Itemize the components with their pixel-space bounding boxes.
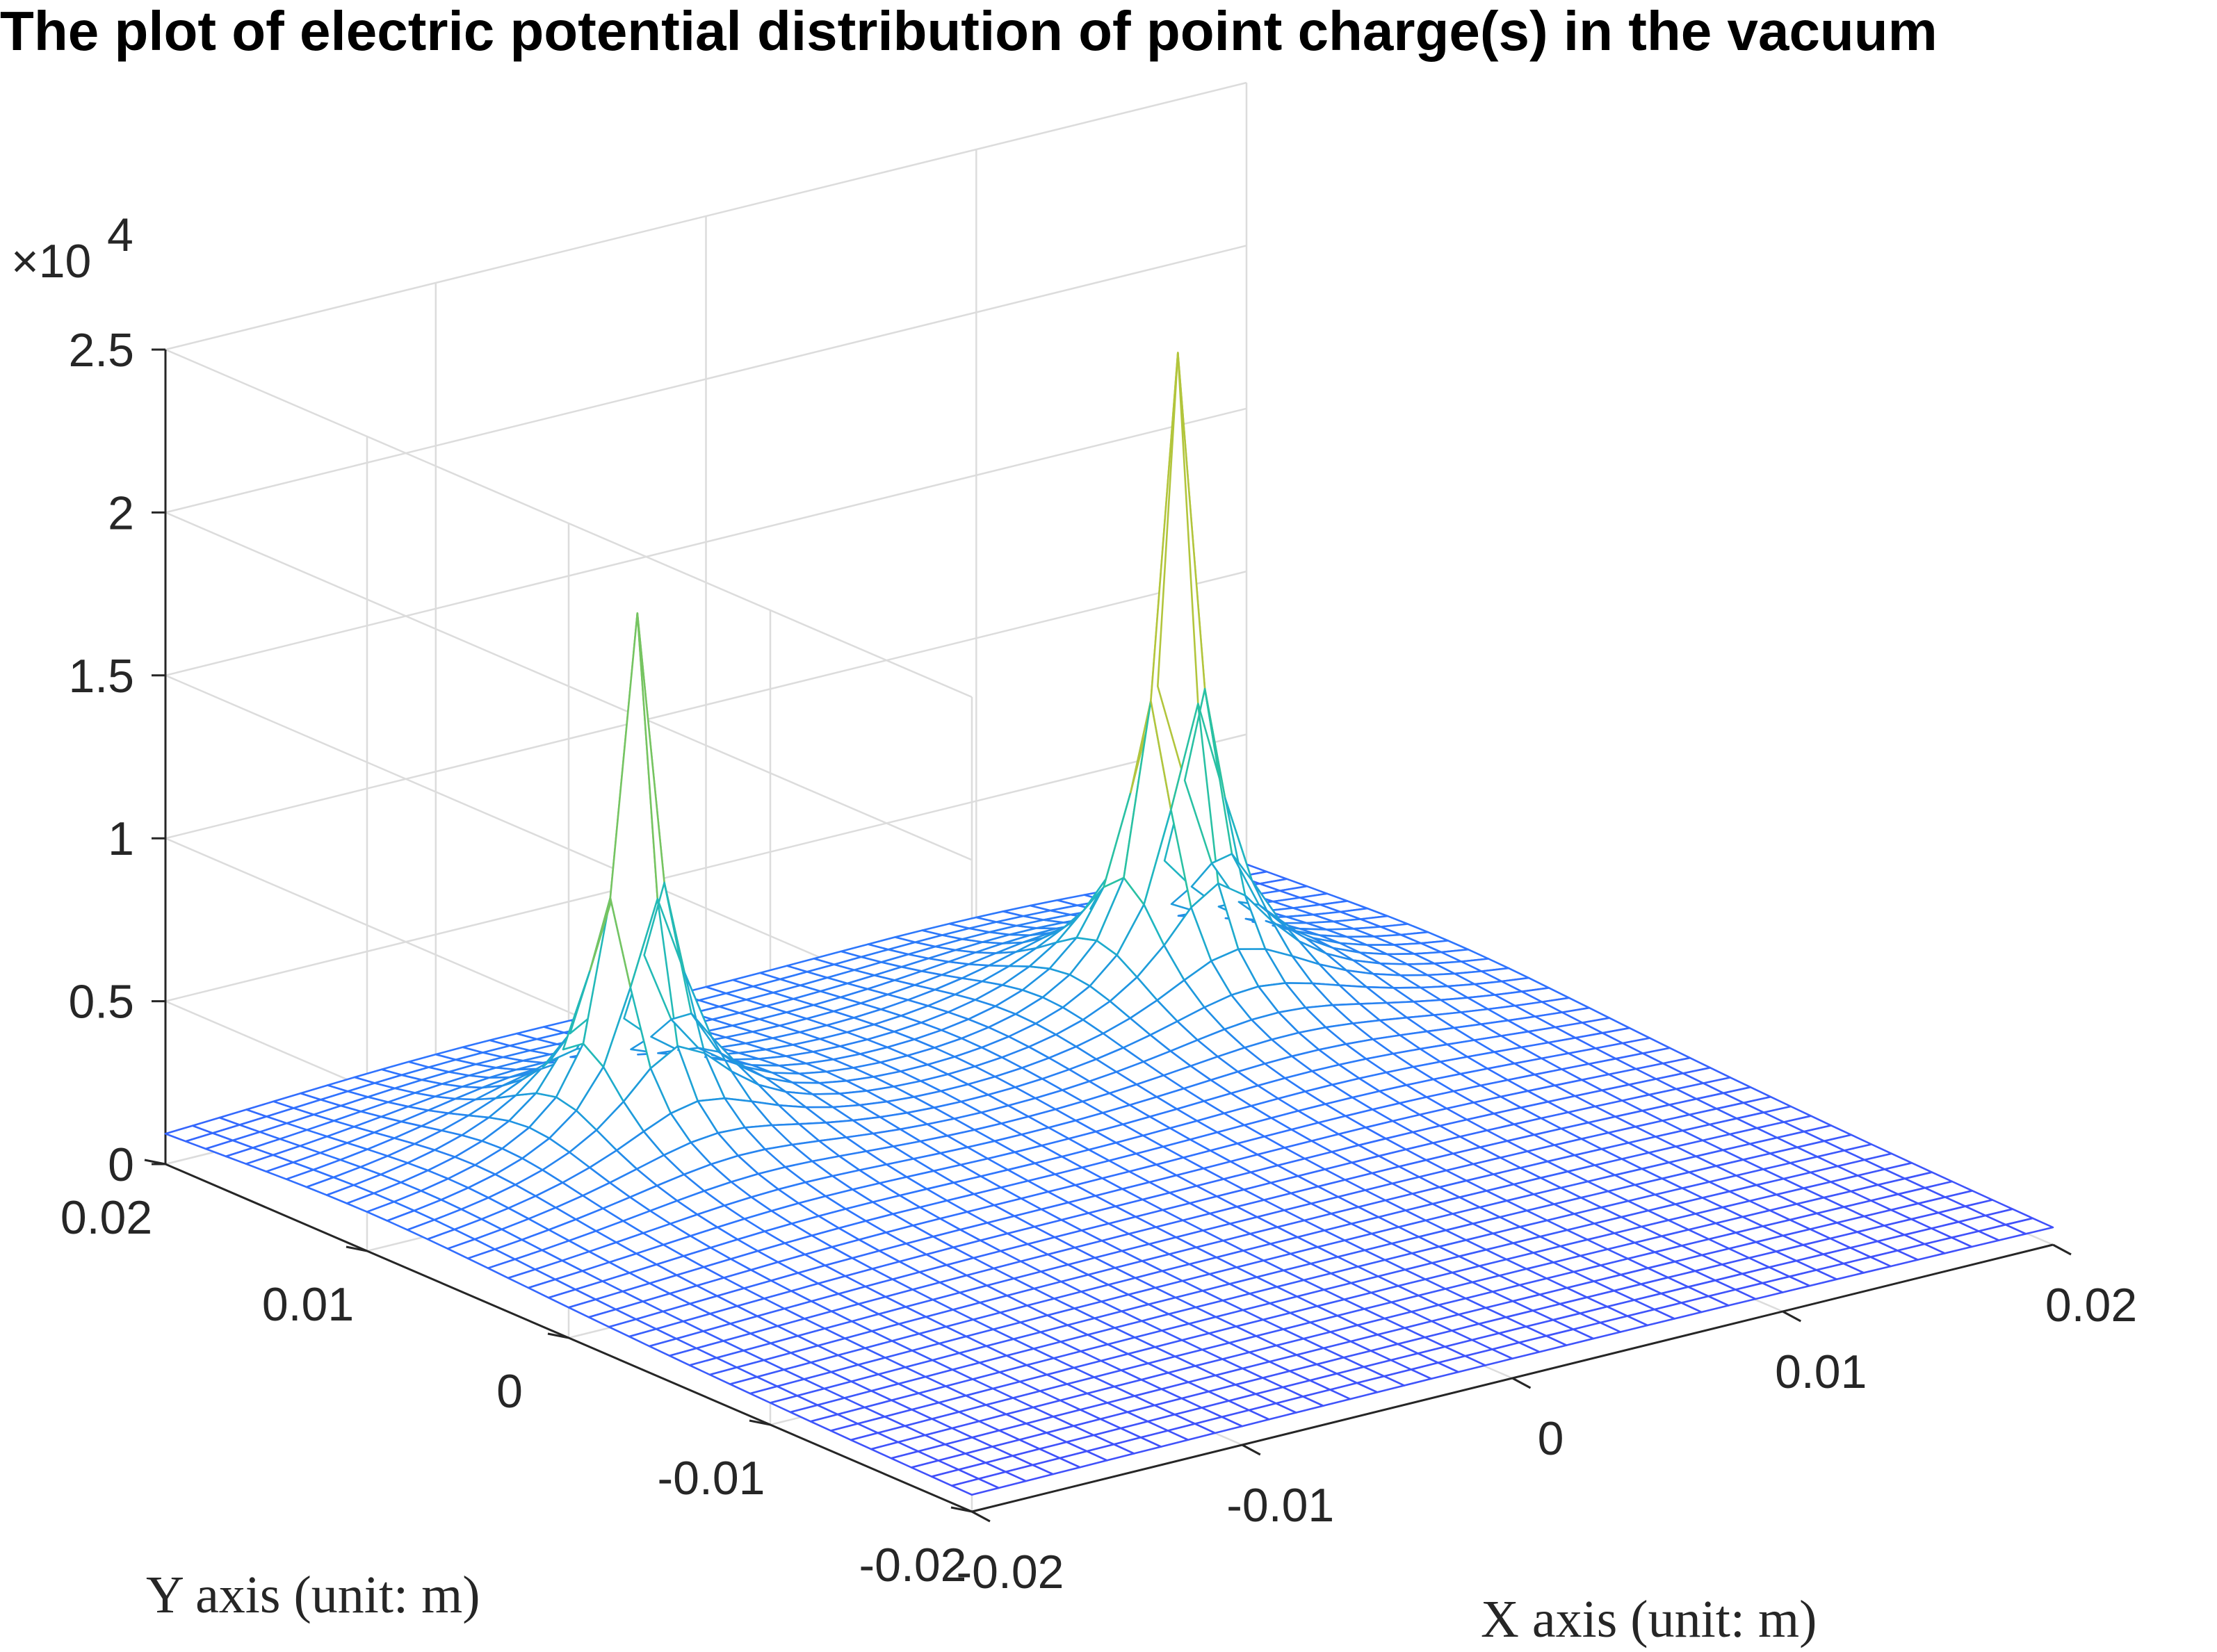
z-tick-label: 1.5 [68,650,134,703]
x-tick-mark [971,1510,991,1523]
z-tick-label: 0.5 [68,976,134,1029]
x-tick-label: 0.02 [2045,1279,2137,1332]
y-tick-label: 0.01 [262,1278,354,1331]
axes-labels: -0.02-0.0100.010.02-0.02-0.0100.010.0200… [11,208,2137,1649]
z-exponent-power: 4 [107,208,133,261]
surface-mesh [164,352,2054,1496]
y-tick-mark [346,1245,368,1252]
x-tick-mark [1782,1310,1802,1323]
x-axis-title: X axis (unit: m) [1481,1590,1817,1649]
x-tick-mark [1511,1377,1532,1389]
z-exponent-label: ×10 [11,235,91,288]
gridline [165,81,1247,351]
z-tick-label: 2 [108,486,134,539]
y-axis-title: Y axis (unit: m) [146,1566,480,1624]
y-tick-mark [547,1332,569,1339]
y-tick-mark [749,1419,771,1426]
z-tick-label: 1 [108,812,134,865]
surface-cell [2004,1217,2054,1235]
y-tick-label: -0.02 [859,1539,967,1592]
gridline [165,733,1247,1002]
gridline [165,407,1247,677]
x-tick-mark [1242,1444,1261,1456]
gridline [165,512,973,861]
chart-title: The plot of electric potential distribut… [0,0,1938,62]
y-tick-label: -0.01 [658,1452,765,1505]
x-tick-label: -0.01 [1226,1479,1334,1532]
y-tick-label: 0 [496,1365,523,1418]
x-tick-label: 0.01 [1775,1346,1867,1398]
y-tick-label: 0.02 [60,1191,152,1244]
x-tick-label: -0.02 [957,1546,1064,1598]
z-tick-label: 2.5 [68,324,134,377]
y-tick-mark [950,1506,973,1513]
z-tick-label: 0 [108,1138,134,1191]
x-tick-mark [2052,1243,2072,1256]
x-tick-label: 0 [1538,1412,1564,1465]
gridline [165,245,1247,514]
gridline [165,570,1247,840]
axes-lines [144,348,2072,1523]
gridline [165,348,973,698]
